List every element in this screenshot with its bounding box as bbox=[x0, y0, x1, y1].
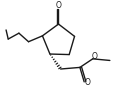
Text: O: O bbox=[84, 78, 90, 87]
Text: O: O bbox=[91, 52, 97, 61]
Text: O: O bbox=[56, 1, 61, 10]
